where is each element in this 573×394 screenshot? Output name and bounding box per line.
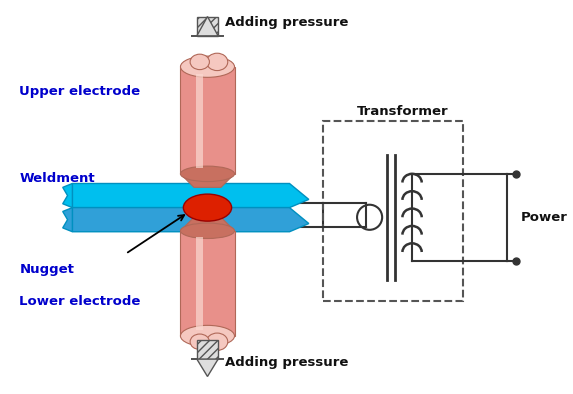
Polygon shape — [196, 74, 203, 168]
Polygon shape — [62, 184, 72, 208]
Text: Weldment: Weldment — [19, 172, 95, 185]
Text: Lower electrode: Lower electrode — [19, 295, 141, 308]
Polygon shape — [180, 174, 234, 188]
Polygon shape — [180, 67, 234, 174]
Polygon shape — [62, 208, 72, 232]
Polygon shape — [191, 17, 224, 36]
Ellipse shape — [206, 53, 227, 71]
Polygon shape — [180, 217, 234, 231]
Bar — [323, 121, 463, 301]
Ellipse shape — [180, 56, 234, 77]
Ellipse shape — [180, 325, 234, 347]
Text: Adding pressure: Adding pressure — [225, 355, 348, 368]
Text: Power: Power — [521, 211, 568, 224]
Ellipse shape — [206, 333, 227, 350]
Ellipse shape — [183, 194, 231, 221]
Ellipse shape — [190, 54, 209, 70]
Text: Upper electrode: Upper electrode — [19, 85, 140, 98]
Ellipse shape — [190, 334, 209, 349]
Bar — [197, 340, 218, 359]
Text: Adding pressure: Adding pressure — [225, 16, 348, 29]
Polygon shape — [72, 184, 309, 208]
Polygon shape — [191, 359, 224, 377]
Text: Transformer: Transformer — [357, 105, 449, 118]
Polygon shape — [180, 231, 234, 336]
Ellipse shape — [180, 223, 234, 238]
Bar — [197, 17, 218, 36]
Text: Nugget: Nugget — [19, 263, 74, 276]
Polygon shape — [196, 236, 203, 330]
Ellipse shape — [180, 166, 234, 182]
Polygon shape — [72, 208, 309, 232]
